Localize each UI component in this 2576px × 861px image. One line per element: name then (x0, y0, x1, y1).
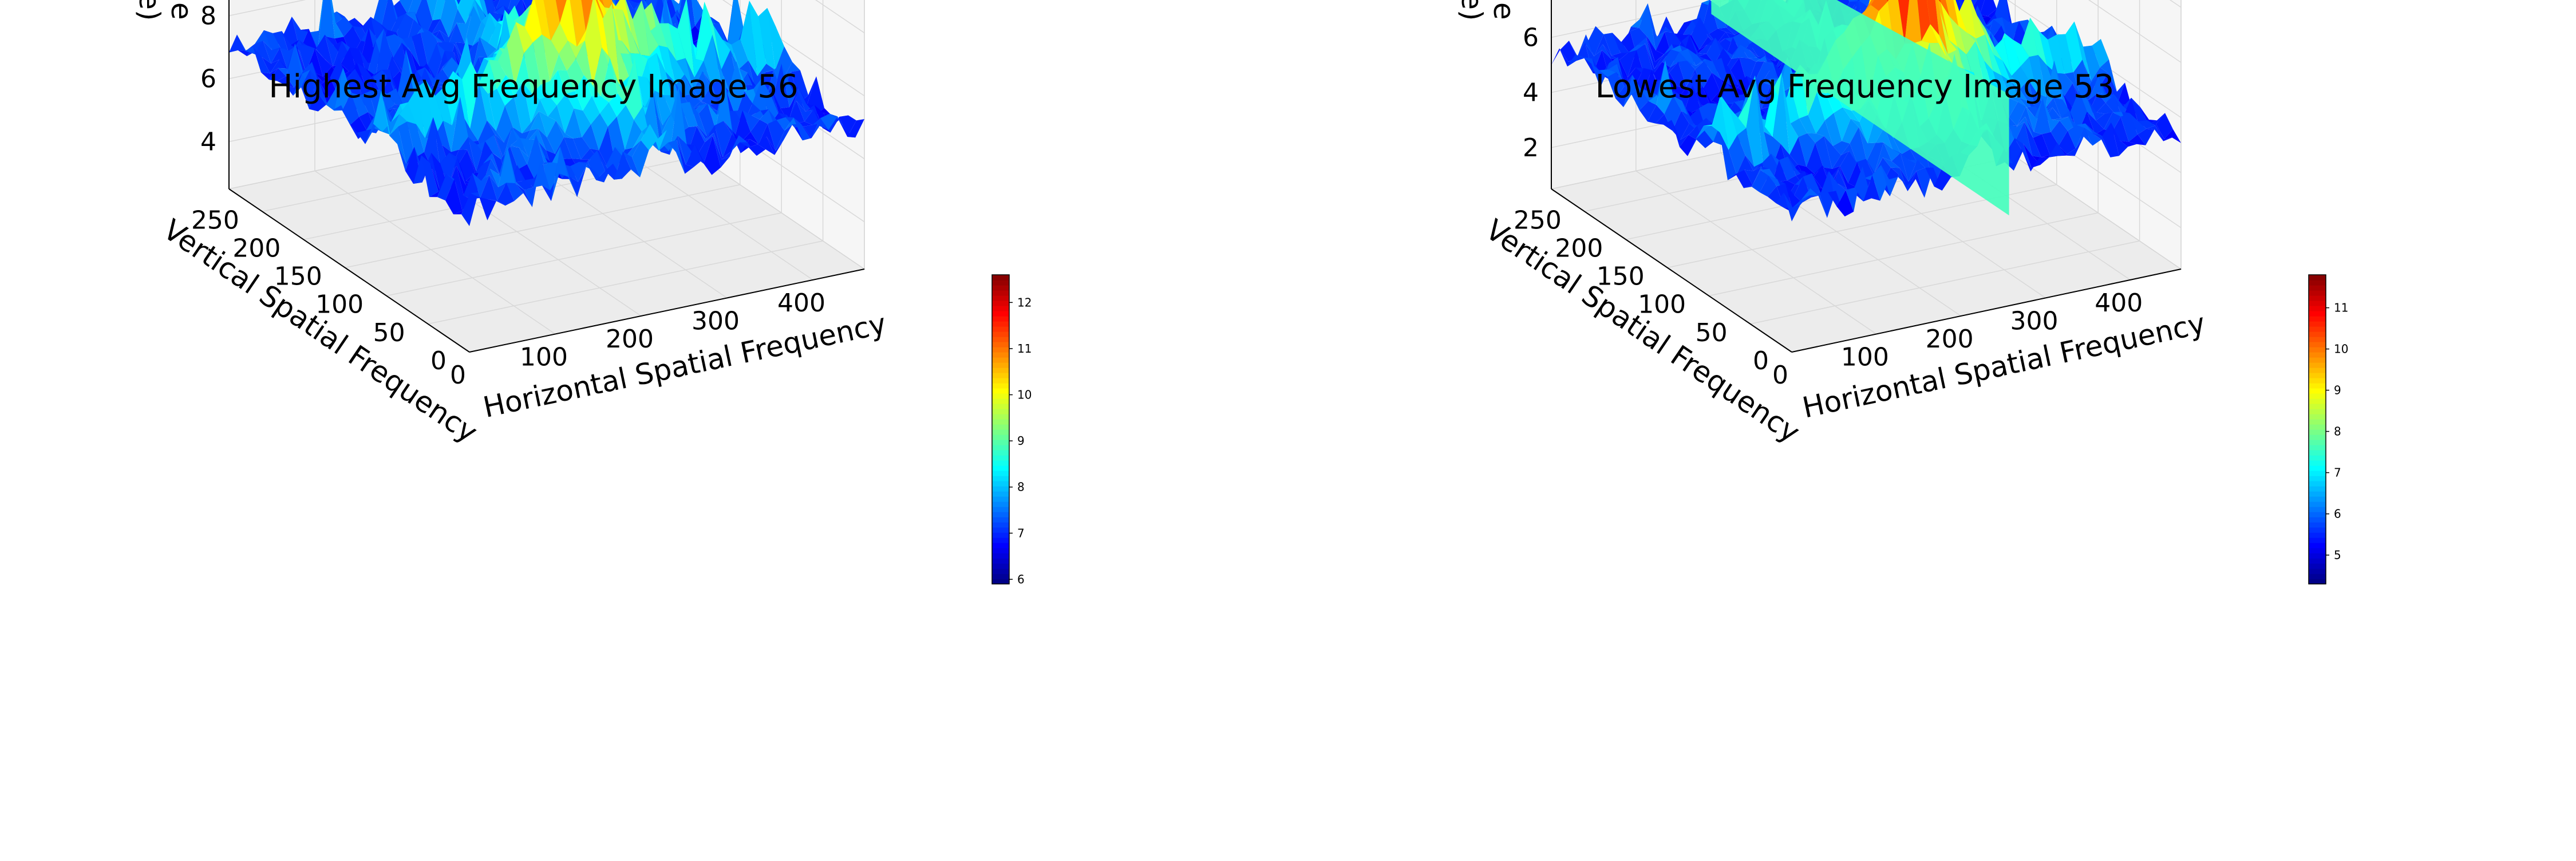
z-axis-label-line2: (log scale) (1455, 0, 1488, 21)
colorbar-tick-label: 10 (1017, 388, 1032, 402)
colorbar-tick-label: 8 (2334, 425, 2341, 439)
colorbar-tick-label: 12 (1017, 295, 1032, 309)
x-tick-label: 400 (2095, 289, 2143, 318)
colorbar-tick-label: 6 (2334, 507, 2341, 521)
x-tick-label: 100 (520, 342, 568, 372)
x-tick-label: 300 (2010, 306, 2058, 335)
x-tick-label: 200 (606, 325, 654, 354)
surface-plot-1: 010020030040005010015020025046810121416H… (0, 0, 1288, 859)
x-tick-label: 0 (1772, 361, 1788, 390)
colorbar-tick-label: 5 (2334, 548, 2341, 562)
z-axis-label-line1: Amplitude (165, 0, 198, 20)
z-tick-label: 6 (1523, 23, 1539, 52)
y-tick-label: 0 (1753, 346, 1769, 376)
chart-panel-2: 0100200300400050100150200250246810121416… (1288, 0, 2576, 859)
colorbar-tick-label: 10 (2334, 342, 2348, 356)
colorbar-tick-label: 6 (1017, 572, 1025, 586)
colorbar-tick-label: 9 (1017, 434, 1025, 448)
chart-title: Highest Avg Frequency Image 56 (268, 68, 798, 105)
y-tick-label: 50 (1696, 318, 1728, 347)
colorbar-tick-label: 7 (2334, 466, 2341, 480)
z-axis-label-line1: Amplitude (1487, 0, 1520, 20)
colorbar-tick-label: 8 (1017, 480, 1025, 494)
colorbar: 6 7 8 9 10 11 12 (992, 275, 1032, 586)
x-tick-label: 200 (1926, 325, 1974, 354)
z-tick-label: 2 (1523, 133, 1539, 163)
colorbar-tick-label: 11 (2334, 301, 2348, 315)
colorbar-tick-label: 7 (1017, 526, 1025, 540)
z-axis-label-line2: (log scale) (133, 0, 166, 21)
z-axis-label: Amplitude(log scale) (133, 0, 198, 21)
z-tick-label: 6 (200, 65, 216, 94)
z-axis-label: Amplitude(log scale) (1455, 0, 1520, 21)
x-tick-label: 100 (1841, 342, 1889, 372)
chart-title: Lowest Avg Frequency Image 53 (1595, 68, 2115, 105)
x-tick-label: 0 (450, 361, 466, 390)
x-tick-label: 400 (777, 289, 825, 318)
z-tick-label: 4 (200, 128, 216, 157)
z-tick-label: 8 (200, 2, 216, 31)
x-tick-label: 300 (692, 306, 740, 335)
chart-panel-1: 010020030040005010015020025046810121416H… (0, 0, 1288, 859)
colorbar: 5 6 7 8 9 10 11 (2309, 275, 2348, 584)
y-tick-label: 0 (430, 346, 447, 376)
z-tick-label: 4 (1523, 78, 1539, 108)
colorbar-tick-label: 9 (2334, 384, 2341, 397)
surface-plot-2: 0100200300400050100150200250246810121416… (1288, 0, 2576, 859)
y-tick-label: 50 (373, 318, 405, 347)
colorbar-tick-label: 11 (1017, 342, 1032, 356)
